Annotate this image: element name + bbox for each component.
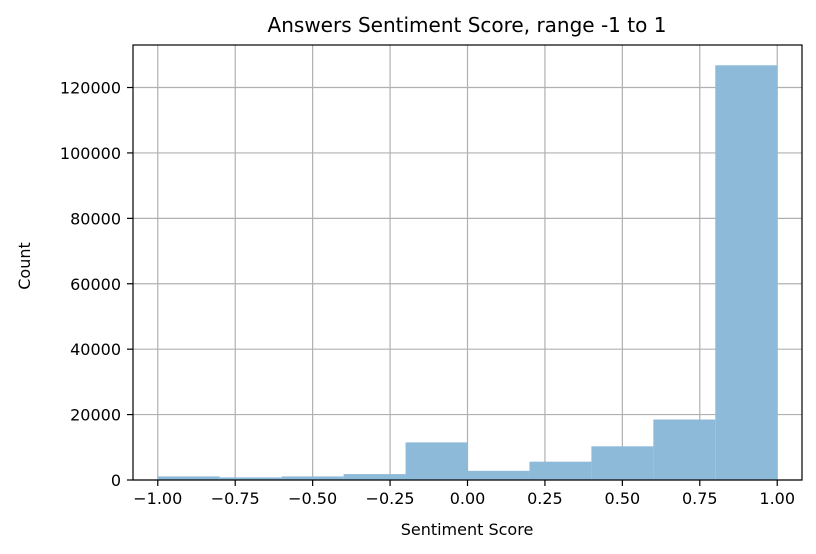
histogram-bar <box>467 470 530 480</box>
y-tick-label: 0 <box>111 471 121 490</box>
y-tick-label: 120000 <box>60 79 121 98</box>
x-axis-label: Sentiment Score <box>401 520 534 539</box>
histogram-bar <box>405 442 468 480</box>
x-tick-label: 0.00 <box>450 489 486 508</box>
y-tick-label: 80000 <box>70 209 121 228</box>
histogram-bar <box>591 446 654 480</box>
x-tick-label: −0.50 <box>288 489 337 508</box>
histogram-bar <box>219 477 282 480</box>
x-tick-label: 0.75 <box>682 489 718 508</box>
histogram-bar <box>529 461 592 480</box>
histogram-bar <box>715 65 778 480</box>
histogram-bar <box>653 419 716 480</box>
x-tick-label: −1.00 <box>133 489 182 508</box>
histogram-bar <box>157 476 220 480</box>
x-tick-label: −0.25 <box>366 489 415 508</box>
histogram-bar <box>343 474 406 480</box>
x-tick-label: 0.25 <box>527 489 563 508</box>
grid-lines <box>133 45 802 481</box>
chart-title: Answers Sentiment Score, range -1 to 1 <box>268 13 667 37</box>
x-axis-ticks: −1.00 −0.75 −0.50 −0.25 0.00 0.25 0.50 0.75 1.00 <box>133 480 795 508</box>
y-tick-label: 100000 <box>60 144 121 163</box>
x-tick-label: −0.75 <box>211 489 260 508</box>
y-tick-label: 60000 <box>70 275 121 294</box>
y-axis-ticks: 0 20000 40000 60000 80000 100000 120000 <box>60 79 133 490</box>
y-tick-label: 20000 <box>70 406 121 425</box>
y-tick-label: 40000 <box>70 340 121 359</box>
x-tick-label: 1.00 <box>759 489 795 508</box>
histogram-bar <box>281 476 344 480</box>
x-tick-label: 0.50 <box>605 489 641 508</box>
y-axis-label: Count <box>15 242 34 290</box>
histogram-bars <box>157 65 778 480</box>
